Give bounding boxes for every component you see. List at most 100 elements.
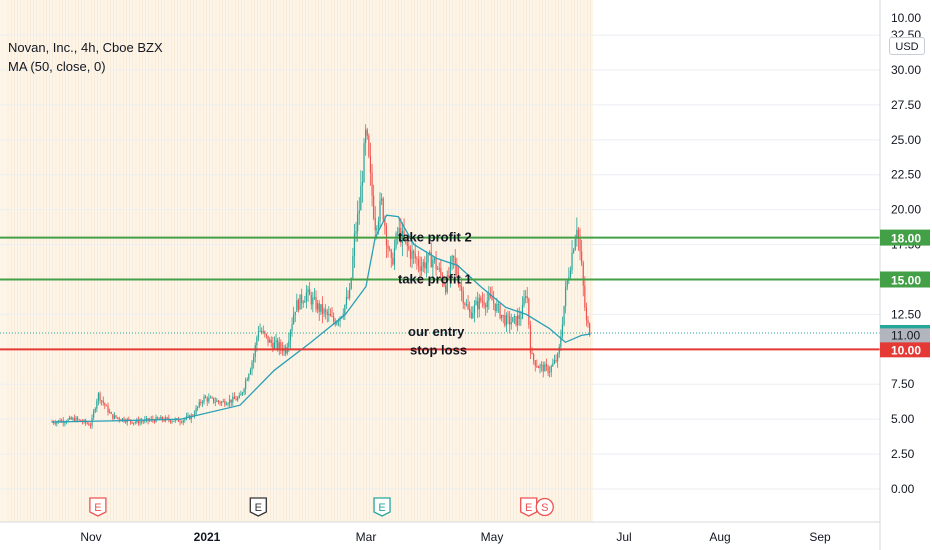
- candle-body: [405, 238, 407, 240]
- candle-body: [453, 256, 455, 258]
- candle-body: [64, 422, 66, 424]
- candle-body: [353, 233, 356, 257]
- candle-body: [89, 425, 92, 427]
- candle-body: [589, 323, 591, 336]
- candle-body: [421, 266, 423, 271]
- candle-body: [267, 335, 269, 343]
- candle-body: [131, 421, 133, 424]
- candle-body: [563, 305, 565, 325]
- moving-average-line: [51, 214, 591, 423]
- candle-body: [257, 331, 260, 338]
- candle-body: [232, 396, 234, 403]
- candle-body: [227, 403, 229, 405]
- candle-body: [107, 405, 109, 413]
- candle-body: [539, 365, 541, 369]
- candle-body: [525, 296, 527, 298]
- candle-body: [438, 268, 440, 270]
- candle-body: [195, 408, 197, 415]
- candle-body: [128, 418, 130, 420]
- price-tag-10.00-bg: [880, 341, 930, 358]
- candle-body: [459, 284, 461, 288]
- candle-body: [161, 416, 164, 420]
- candle-body: [379, 200, 381, 222]
- candle-body: [358, 210, 360, 214]
- candle-body: [440, 268, 442, 275]
- candle-body: [505, 315, 508, 326]
- level-label-our-entry[interactable]: our entry: [408, 324, 465, 339]
- candle-body: [374, 217, 376, 231]
- candle-body: [435, 258, 437, 270]
- candle-body: [571, 252, 573, 271]
- candle-body: [400, 227, 402, 243]
- candle-body: [352, 256, 354, 279]
- symbol-title[interactable]: Novan, Inc., 4h, Cboe BZX: [8, 40, 163, 55]
- candle-body: [136, 419, 138, 423]
- candle-body: [265, 333, 268, 336]
- candle-body: [104, 403, 106, 406]
- candle-body: [310, 295, 312, 305]
- level-label-take-profit-1[interactable]: take profit 1: [398, 271, 472, 286]
- currency-button[interactable]: USD: [889, 37, 925, 55]
- candle-body: [229, 399, 231, 404]
- candle-body: [125, 421, 127, 423]
- earnings-event-icon[interactable]: E: [249, 497, 267, 517]
- candle-body: [360, 186, 362, 211]
- candle-body: [507, 315, 509, 317]
- candle-body: [123, 418, 125, 422]
- level-label-take-profit-2[interactable]: take profit 2: [398, 230, 472, 245]
- event-label: E: [255, 502, 262, 514]
- candle-body: [69, 417, 71, 420]
- candle-body: [349, 288, 351, 298]
- earnings-event-icon[interactable]: E: [373, 497, 391, 517]
- candle-body: [494, 303, 496, 311]
- candle-body: [206, 398, 208, 402]
- candle-body: [381, 198, 383, 201]
- candle-body: [547, 366, 549, 373]
- candle-body: [365, 129, 367, 144]
- split-event-icon[interactable]: S: [535, 497, 554, 517]
- candle-body: [448, 275, 450, 277]
- candle-body: [419, 265, 421, 271]
- candle-body: [576, 229, 578, 240]
- candle-body: [478, 297, 480, 310]
- candle-body: [390, 249, 392, 258]
- candle-body: [213, 397, 215, 403]
- candle-body: [299, 294, 301, 310]
- candle-body: [414, 253, 416, 259]
- earnings-event-icon[interactable]: E: [89, 497, 107, 517]
- candle-body: [344, 305, 346, 315]
- candle-body: [145, 418, 148, 420]
- indicator-label[interactable]: MA (50, close, 0): [8, 59, 106, 74]
- candle-body: [416, 258, 418, 260]
- candle-body: [307, 289, 309, 293]
- candle-body: [110, 412, 112, 415]
- candle-body: [181, 422, 183, 424]
- candle-body: [171, 421, 173, 423]
- candle-body: [153, 420, 156, 422]
- candle-body: [387, 245, 389, 249]
- earnings-event-icon[interactable]: E: [520, 497, 538, 517]
- event-label: S: [541, 502, 548, 514]
- candle-body: [331, 316, 333, 317]
- candle-body: [406, 239, 408, 246]
- candle-body: [141, 421, 143, 423]
- candle-body: [475, 300, 477, 305]
- candle-body: [329, 313, 332, 317]
- candle-body: [477, 300, 479, 310]
- candle-body: [333, 316, 335, 322]
- candle-body: [198, 401, 200, 407]
- time-tick-label: Aug: [709, 530, 730, 544]
- candle-body: [363, 143, 365, 182]
- candle-body: [499, 304, 501, 319]
- price-tag-18.00: 18.00: [891, 232, 921, 246]
- level-label-stop-loss[interactable]: stop loss: [410, 342, 467, 357]
- candle-body: [531, 352, 533, 354]
- candle-body: [398, 227, 400, 233]
- candle-body: [430, 252, 432, 268]
- candle-body: [272, 343, 274, 349]
- candle-body: [118, 417, 120, 420]
- candle-body: [121, 418, 124, 421]
- candle-body: [270, 339, 272, 344]
- price-tick-label: 5.00: [891, 412, 915, 426]
